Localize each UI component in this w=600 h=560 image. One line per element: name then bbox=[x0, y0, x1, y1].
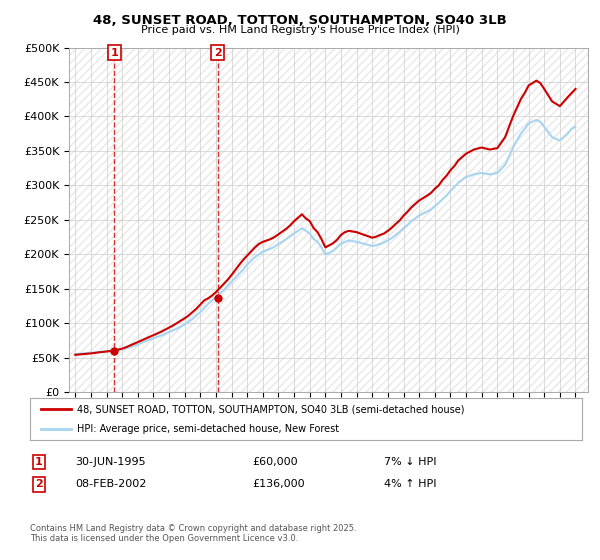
Text: 08-FEB-2002: 08-FEB-2002 bbox=[75, 479, 146, 489]
Text: £60,000: £60,000 bbox=[252, 457, 298, 467]
Text: 1: 1 bbox=[35, 457, 43, 467]
Text: £136,000: £136,000 bbox=[252, 479, 305, 489]
Text: 30-JUN-1995: 30-JUN-1995 bbox=[75, 457, 146, 467]
Text: 48, SUNSET ROAD, TOTTON, SOUTHAMPTON, SO40 3LB (semi-detached house): 48, SUNSET ROAD, TOTTON, SOUTHAMPTON, SO… bbox=[77, 404, 464, 414]
Text: Price paid vs. HM Land Registry's House Price Index (HPI): Price paid vs. HM Land Registry's House … bbox=[140, 25, 460, 35]
Text: Contains HM Land Registry data © Crown copyright and database right 2025.
This d: Contains HM Land Registry data © Crown c… bbox=[30, 524, 356, 543]
Text: 4% ↑ HPI: 4% ↑ HPI bbox=[384, 479, 437, 489]
Text: 2: 2 bbox=[214, 48, 221, 58]
Text: HPI: Average price, semi-detached house, New Forest: HPI: Average price, semi-detached house,… bbox=[77, 424, 339, 434]
Text: 7% ↓ HPI: 7% ↓ HPI bbox=[384, 457, 437, 467]
Text: 1: 1 bbox=[110, 48, 118, 58]
Text: 48, SUNSET ROAD, TOTTON, SOUTHAMPTON, SO40 3LB: 48, SUNSET ROAD, TOTTON, SOUTHAMPTON, SO… bbox=[93, 14, 507, 27]
Text: 2: 2 bbox=[35, 479, 43, 489]
